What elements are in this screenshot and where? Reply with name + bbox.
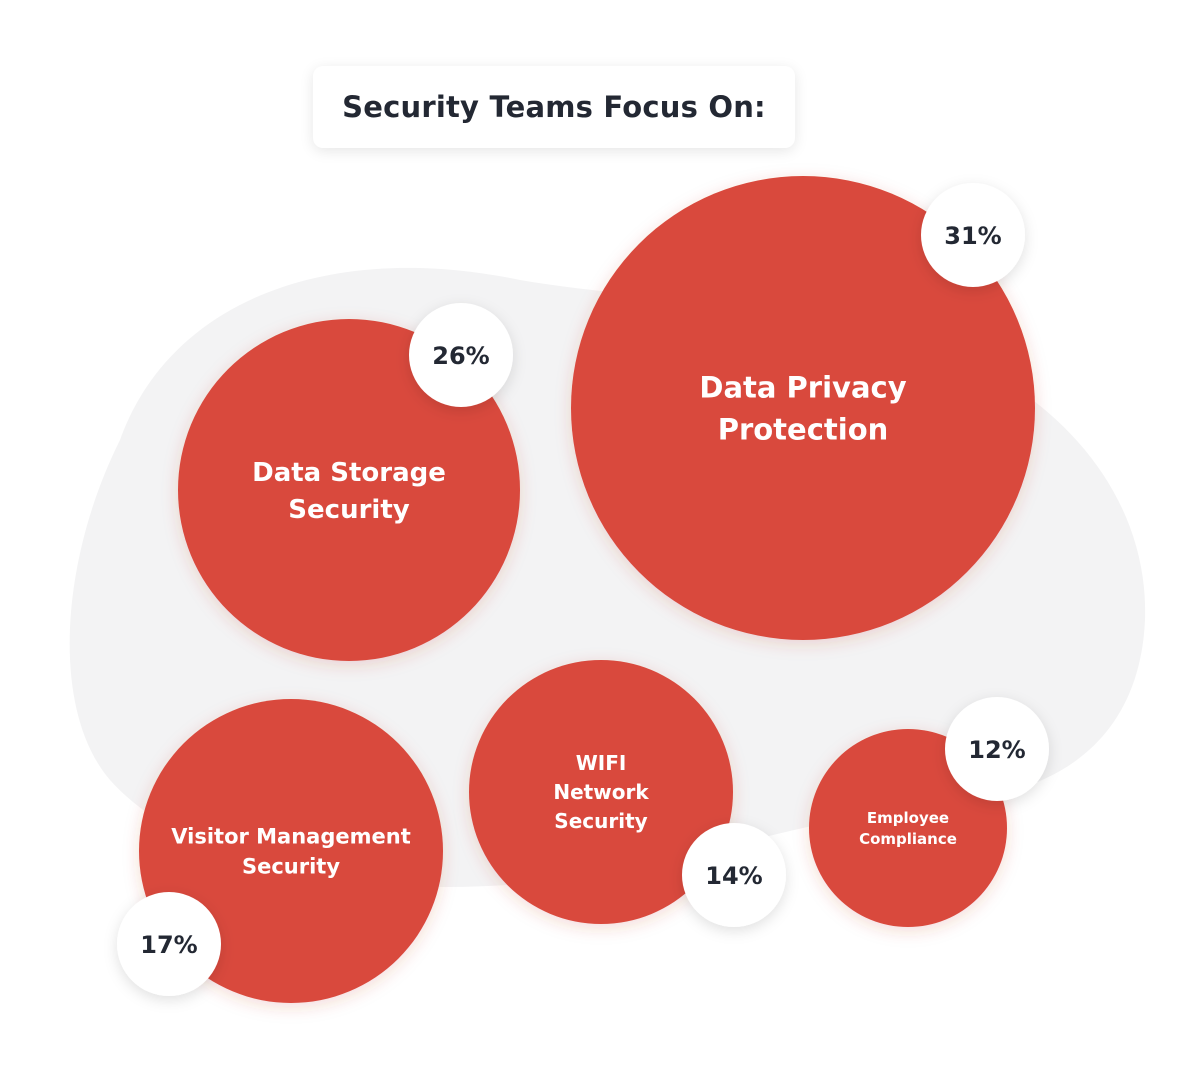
bubble-label-line: Security [242, 855, 340, 879]
percent-label: 14% [705, 862, 762, 890]
bubble-label-line: Visitor Management [171, 825, 411, 849]
bubble-circle [469, 660, 733, 924]
percent-label: 17% [140, 931, 197, 959]
bubble-label-line: Security [288, 495, 409, 525]
bubble-0: Data Privacy Protection 31% [571, 176, 1035, 640]
bubble-label-line: WIFI [576, 751, 627, 775]
bubble-label-line: Compliance [859, 830, 957, 848]
bubble-label-line: Security [554, 809, 647, 833]
bubble-1: Data Storage Security 26% [178, 303, 520, 661]
bubble-label-line: Network [553, 780, 649, 804]
bubble-label-line: Protection [718, 412, 889, 446]
bubbles-layer: Data Privacy Protection 31% Data Storage Sec… [117, 176, 1049, 1003]
percent-badge [921, 183, 1025, 287]
percent-badge [409, 303, 513, 407]
bubble-2: Visitor Management Security 17% [117, 699, 443, 1003]
chart-title-card: Security Teams Focus On: [313, 66, 795, 148]
percent-label: 26% [432, 342, 489, 370]
percent-label: 31% [944, 222, 1001, 250]
bubble-circle [178, 319, 520, 661]
bubble-label-line: Data Storage [252, 458, 446, 488]
percent-badge [682, 823, 786, 927]
percent-label: 12% [968, 736, 1025, 764]
bubble-label-line: Employee [867, 809, 949, 827]
chart-title: Security Teams Focus On: [342, 90, 766, 124]
bubble-circle [571, 176, 1035, 640]
bubble-3: WIFI Network Security 14% [469, 660, 786, 927]
bubble-label-line: Data Privacy [699, 370, 906, 404]
percent-badge [945, 697, 1049, 801]
bubble-4: Employee Compliance 12% [809, 697, 1049, 927]
percent-badge [117, 892, 221, 996]
